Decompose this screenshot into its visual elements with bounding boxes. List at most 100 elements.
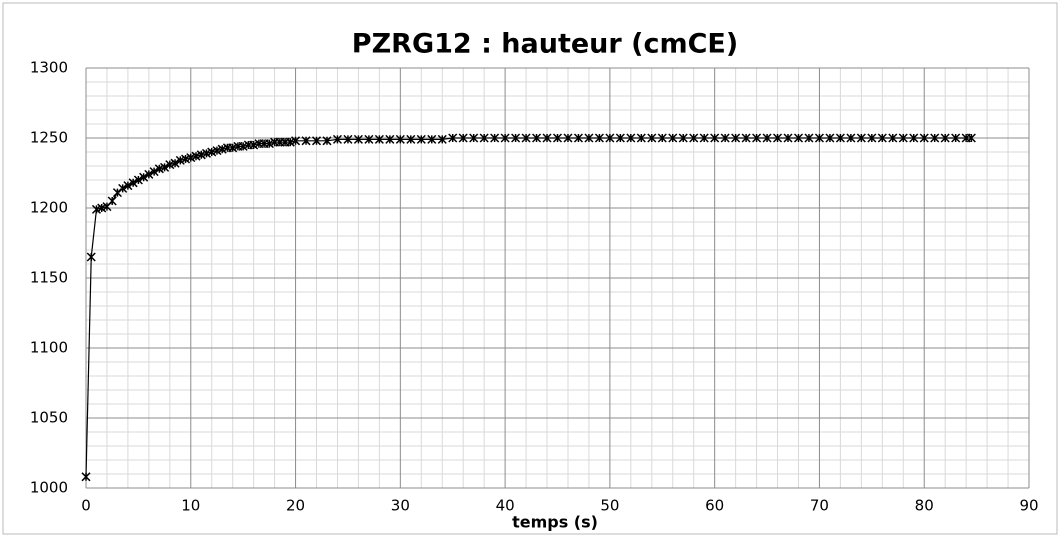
data-point <box>322 136 332 146</box>
data-point <box>160 162 170 172</box>
data-point <box>207 147 217 157</box>
data-point <box>217 144 227 154</box>
data-point <box>374 134 384 144</box>
data-point <box>511 133 521 143</box>
data-point <box>238 141 248 151</box>
data-point <box>710 133 720 143</box>
data-point <box>364 134 374 144</box>
data-point <box>395 134 405 144</box>
data-point <box>385 134 395 144</box>
data-point <box>521 133 531 143</box>
data-point <box>353 134 363 144</box>
data-point <box>291 136 301 146</box>
data-point <box>264 139 274 149</box>
y-tick-label: 1000 <box>30 479 68 497</box>
data-point <box>427 134 437 144</box>
data-point <box>930 133 940 143</box>
data-point <box>966 133 976 143</box>
data-point <box>752 133 762 143</box>
data-point <box>165 160 175 170</box>
data-point <box>647 133 657 143</box>
data-point <box>196 150 206 160</box>
data-point <box>573 133 583 143</box>
data-point <box>490 133 500 143</box>
data-point <box>128 178 138 188</box>
data-point <box>406 134 416 144</box>
data-point <box>689 133 699 143</box>
data-point <box>804 133 814 143</box>
data-point <box>191 151 201 161</box>
y-tick-label: 1100 <box>30 339 68 357</box>
data-point <box>636 133 646 143</box>
y-tick-label: 1050 <box>30 409 68 427</box>
data-point <box>542 133 552 143</box>
data-point <box>343 134 353 144</box>
x-tick-label: 80 <box>915 497 934 515</box>
data-point <box>91 204 102 214</box>
data-point <box>311 136 322 146</box>
data-point <box>877 133 887 143</box>
data-point <box>741 133 751 143</box>
data-point <box>212 146 222 156</box>
data-point <box>81 472 91 482</box>
data-point <box>181 154 191 164</box>
x-tick-label: 0 <box>81 497 91 515</box>
data-point <box>133 175 143 185</box>
data-point <box>668 133 678 143</box>
data-point <box>888 133 898 143</box>
data-point <box>532 133 542 143</box>
data-point <box>201 148 212 158</box>
data-point <box>228 143 238 153</box>
data-point <box>469 133 479 143</box>
data-point <box>249 140 259 150</box>
x-tick-label: 30 <box>391 497 410 515</box>
data-point <box>615 133 625 143</box>
data-point <box>731 133 741 143</box>
x-tick-label: 40 <box>496 497 515 515</box>
data-point <box>867 133 877 143</box>
data-point <box>856 133 866 143</box>
data-point <box>783 133 793 143</box>
y-tick-label: 1250 <box>30 129 68 147</box>
data-point <box>170 158 180 168</box>
data-point <box>301 136 311 146</box>
x-tick-label: 10 <box>181 497 200 515</box>
data-point <box>97 203 107 213</box>
x-tick-label: 20 <box>286 497 305 515</box>
y-tick-label: 1150 <box>30 269 68 287</box>
x-tick-label: 60 <box>705 497 724 515</box>
data-point <box>186 153 196 163</box>
data-point <box>940 133 950 143</box>
data-point <box>594 133 604 143</box>
data-point <box>814 133 824 143</box>
data-point <box>825 133 835 143</box>
data-point <box>86 252 96 262</box>
data-point <box>458 133 468 143</box>
data-point <box>479 133 489 143</box>
data-point <box>107 196 117 206</box>
data-point <box>144 169 154 179</box>
data-point <box>139 172 149 182</box>
data-point <box>793 133 804 143</box>
data-point <box>898 133 908 143</box>
x-tick-label: 90 <box>1019 497 1038 515</box>
data-point <box>699 133 709 143</box>
data-point <box>154 164 164 174</box>
data-point <box>437 134 447 144</box>
data-point <box>762 133 772 143</box>
data-point <box>605 133 615 143</box>
data-point <box>773 133 783 143</box>
data-point <box>919 133 929 143</box>
data-point <box>416 134 426 144</box>
data-point <box>285 137 295 147</box>
data-point <box>123 181 133 191</box>
chart-title: PZRG12 : hauteur (cmCE) <box>352 29 738 60</box>
data-point <box>678 133 688 143</box>
y-tick-label: 1300 <box>30 59 68 77</box>
data-point <box>584 133 594 143</box>
data-point <box>149 167 159 177</box>
data-point <box>720 133 730 143</box>
data-point <box>175 155 185 165</box>
